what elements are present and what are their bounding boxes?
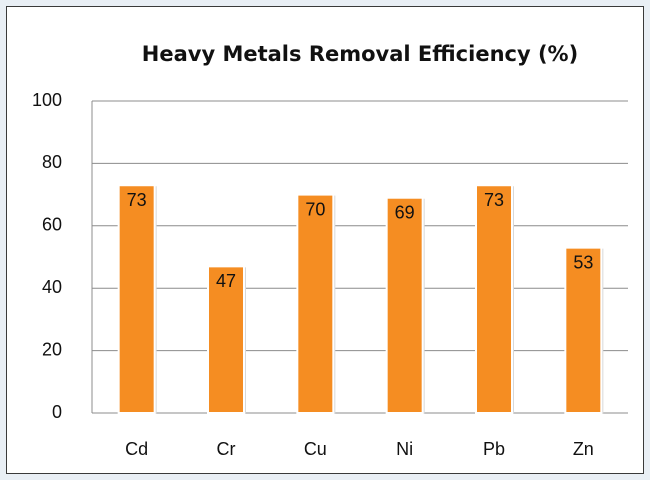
- value-label: 73: [127, 190, 147, 210]
- value-label: 47: [216, 271, 236, 291]
- y-tick-label: 0: [52, 402, 62, 422]
- bar: [117, 184, 156, 414]
- value-label: 73: [484, 190, 504, 210]
- y-tick-label: 40: [42, 277, 62, 297]
- value-label: 70: [305, 199, 325, 219]
- y-tick-label: 100: [32, 90, 62, 110]
- bar: [564, 246, 603, 414]
- x-tick-label: Cu: [304, 439, 327, 459]
- x-tick-label: Cr: [217, 439, 236, 459]
- y-tick-label: 80: [42, 152, 62, 172]
- x-tick-label: Ni: [396, 439, 413, 459]
- bar: [207, 265, 245, 414]
- x-tick-label: Zn: [573, 439, 594, 459]
- bar: [385, 196, 424, 414]
- bar: [296, 193, 335, 414]
- bar: [475, 184, 513, 414]
- value-label: 53: [573, 252, 593, 272]
- y-tick-label: 60: [42, 215, 62, 235]
- x-tick-label: Pb: [483, 439, 505, 459]
- value-label: 69: [395, 202, 415, 222]
- x-tick-label: Cd: [125, 439, 148, 459]
- chart-title: Heavy Metals Removal Efficiency (%): [142, 42, 578, 66]
- y-tick-label: 20: [42, 339, 62, 359]
